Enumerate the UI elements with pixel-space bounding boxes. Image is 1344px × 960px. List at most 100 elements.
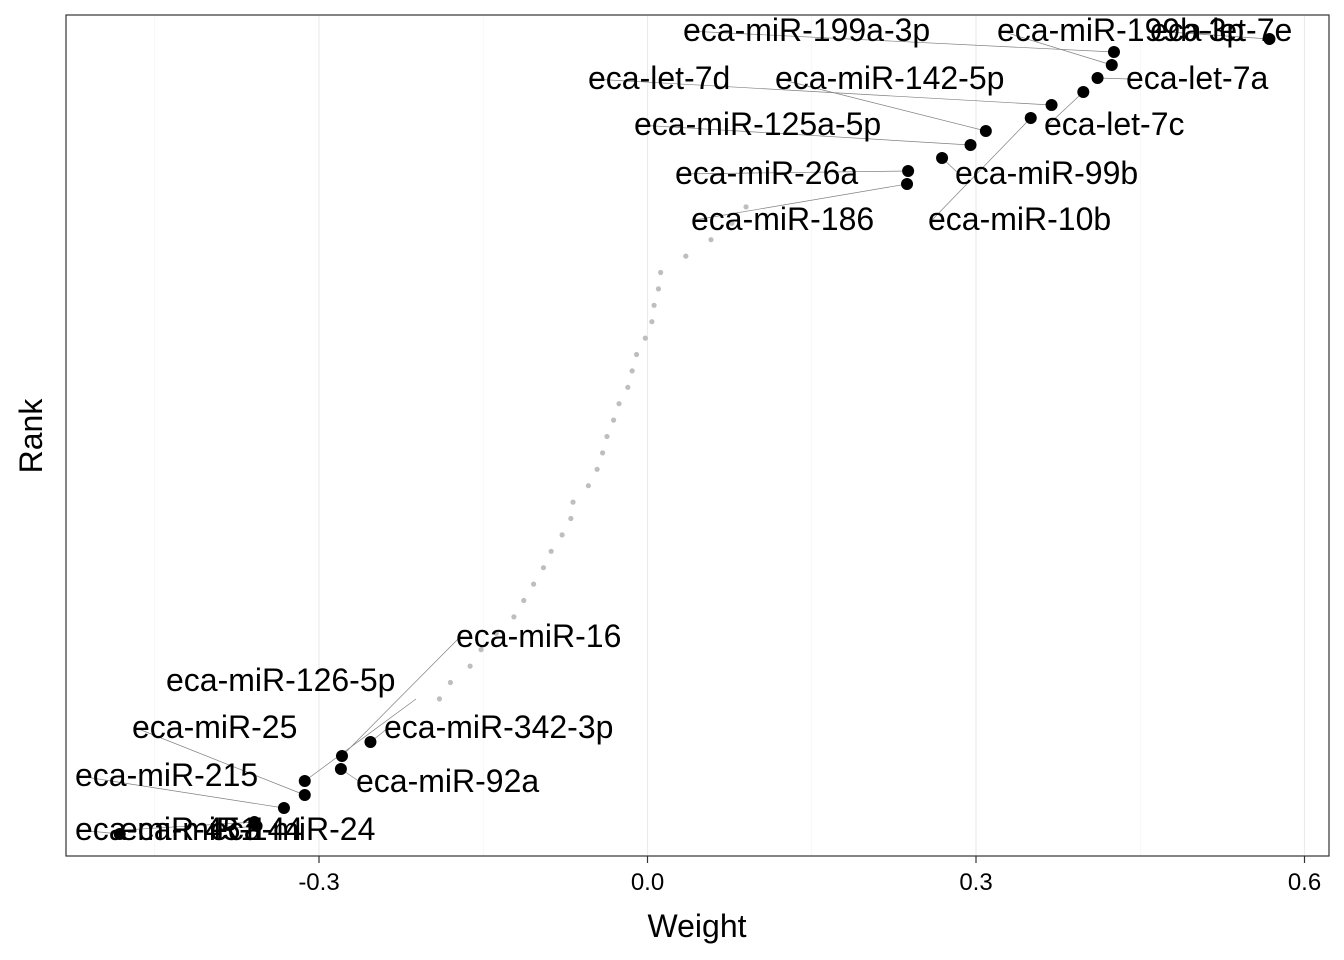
minor-point <box>610 417 617 423</box>
minor-point <box>493 630 499 636</box>
leader-line <box>78 775 285 809</box>
labelled-point <box>277 802 290 814</box>
minor-point <box>743 204 749 210</box>
minor-point <box>511 614 517 620</box>
minor-point <box>568 515 574 522</box>
leader-line <box>213 825 257 831</box>
labelled-point <box>936 152 949 164</box>
labelled-point <box>364 736 377 748</box>
point-label: eca-miR-125a-5p <box>634 106 881 142</box>
point-label: eca-miR-92a <box>356 763 539 799</box>
minor-point <box>585 483 591 489</box>
minor-point <box>531 581 537 587</box>
labelled-point <box>113 828 126 840</box>
x-axis-title: Weight <box>647 908 746 944</box>
labelled-point <box>1045 99 1058 111</box>
point-label: eca-let-7a <box>1126 60 1269 96</box>
x-tick-label: -0.3 <box>298 869 339 896</box>
x-tick-label: 0.6 <box>1288 869 1321 896</box>
minor-point <box>633 351 640 358</box>
minor-point <box>658 269 664 276</box>
labelled-point <box>1024 112 1037 124</box>
leader-line <box>694 183 908 221</box>
point-label: eca-miR-199b-3p <box>997 12 1244 48</box>
point-label: eca-miR-142-5p <box>775 60 1004 96</box>
labelled-point <box>1105 59 1118 71</box>
leader-line <box>1047 91 1084 126</box>
leader-line <box>778 78 986 132</box>
leader-line <box>931 117 1032 221</box>
minor-point <box>447 679 453 686</box>
minor-point <box>683 253 689 259</box>
leader-line <box>123 821 255 831</box>
point-label: eca-miR-144 <box>120 811 303 847</box>
labelled-point <box>1077 86 1090 98</box>
leader-line <box>304 698 417 782</box>
labelled-point <box>1263 33 1276 45</box>
leader-line <box>591 78 1052 106</box>
point-label: eca-miR-99b <box>955 155 1138 191</box>
point-label: eca-miR-26a <box>675 155 858 191</box>
leader-line <box>135 727 305 796</box>
labelled-point <box>250 820 263 832</box>
minor-point <box>729 220 735 226</box>
gridlines <box>154 15 1306 856</box>
minor-point <box>625 384 631 390</box>
leader-line <box>678 170 909 175</box>
labelled-point <box>335 750 348 762</box>
point-label: eca-let-7d <box>588 60 730 96</box>
point-label: eca-miR-451 <box>75 811 258 847</box>
x-tick-label: 0.0 <box>631 869 664 896</box>
highlighted-points <box>113 33 1276 840</box>
label-leader-lines <box>78 30 1270 835</box>
point-label: eca-miR-126-5p <box>166 662 395 698</box>
minor-point <box>651 302 657 308</box>
minor-point <box>600 450 606 456</box>
labelled-point <box>298 775 311 787</box>
minor-point <box>708 237 714 243</box>
labelled-point <box>901 178 914 190</box>
point-label: eca-let-7e <box>1150 12 1292 48</box>
leader-line <box>78 829 120 835</box>
point-label: eca-miR-199a-3p <box>683 12 930 48</box>
minor-point <box>436 696 443 702</box>
point-label: eca-miR-25 <box>132 709 297 745</box>
minor-point <box>604 433 610 440</box>
labelled-point <box>964 139 977 151</box>
minor-point <box>540 565 547 571</box>
minor-point <box>548 548 554 554</box>
point-label: eca-miR-342-3p <box>384 709 613 745</box>
labelled-point <box>298 789 311 801</box>
leader-line <box>341 636 461 757</box>
labelled-point <box>979 125 992 137</box>
minor-point <box>478 647 484 653</box>
x-axis-ticks: -0.3 0.0 0.3 0.6 <box>298 856 1321 896</box>
minor-point <box>559 532 565 538</box>
minor-point <box>594 466 600 472</box>
minor-point <box>649 319 655 325</box>
leader-line <box>1153 30 1270 40</box>
panel-border <box>65 14 1330 857</box>
point-label: eca-miR-16 <box>456 618 621 654</box>
x-tick-label: 0.3 <box>959 869 992 896</box>
point-label: eca-let-7c <box>1044 106 1185 142</box>
point-label: eca-miR-24 <box>210 811 375 847</box>
point-label: eca-miR-186 <box>691 201 874 237</box>
background-points <box>436 204 749 702</box>
labelled-point <box>1107 46 1120 58</box>
minor-point <box>655 286 662 292</box>
minor-point <box>570 499 576 505</box>
point-label: eca-miR-10b <box>928 201 1111 237</box>
minor-point <box>642 335 648 341</box>
labelled-point <box>902 165 915 177</box>
leader-line <box>1000 30 1112 66</box>
minor-point <box>521 597 527 604</box>
labelled-point <box>1091 72 1104 84</box>
y-axis-title: Rank <box>13 398 49 474</box>
leader-line <box>637 124 971 146</box>
leader-line <box>686 30 1114 53</box>
minor-point <box>467 663 473 669</box>
